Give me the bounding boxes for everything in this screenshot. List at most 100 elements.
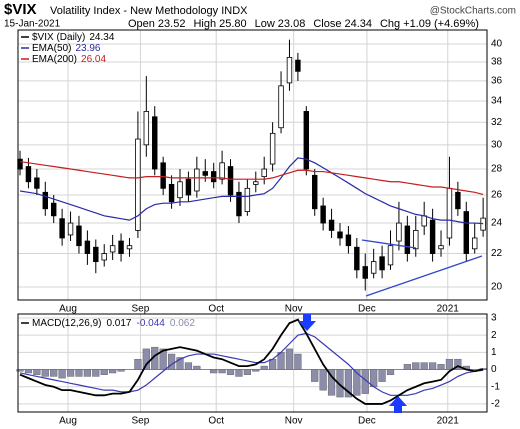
- candle-body: [126, 245, 133, 250]
- candle-body: [337, 231, 343, 239]
- histogram-bar: [285, 348, 294, 370]
- histogram-bar: [41, 369, 49, 377]
- candle-body: [202, 171, 208, 176]
- candle-body: [34, 177, 40, 189]
- histogram-bar: [445, 358, 454, 370]
- date: 15-Jan-2021: [4, 19, 61, 30]
- candle-body: [168, 183, 175, 203]
- histogram-bar: [58, 369, 66, 379]
- candle-body: [354, 246, 360, 271]
- candle-body: [219, 162, 225, 180]
- histogram-bar: [176, 357, 184, 370]
- histogram-bar: [66, 369, 75, 377]
- candle-body: [295, 59, 301, 72]
- candle-body: [101, 253, 107, 261]
- candle-body: [59, 218, 65, 239]
- quote-name: Open: [128, 18, 155, 30]
- arrow-up: [389, 396, 407, 413]
- quote-value: +1.09: [403, 18, 431, 30]
- y-tick-label: 32: [491, 117, 503, 128]
- candle-body: [396, 222, 402, 242]
- candle-body: [67, 222, 74, 236]
- arrow-down: [298, 314, 316, 331]
- candle-body: [76, 225, 82, 247]
- candle-body: [413, 230, 419, 250]
- histogram-bar: [319, 369, 327, 391]
- candle-body: [42, 191, 48, 210]
- histogram-bar: [50, 369, 58, 377]
- candle-body: [328, 219, 335, 231]
- histogram-bar: [260, 365, 268, 370]
- legend-value: 24.34: [89, 32, 114, 43]
- histogram-bar: [336, 369, 344, 398]
- change-pct: (+4.69%): [434, 18, 479, 30]
- histogram-bar: [33, 369, 41, 375]
- candle-body: [312, 174, 318, 210]
- y-tick-label: 3: [491, 313, 497, 324]
- histogram-bar: [92, 369, 100, 377]
- candle-body: [404, 225, 411, 254]
- histogram-bar: [361, 369, 369, 394]
- y-tick-label: 1: [491, 347, 497, 358]
- candle-body: [387, 245, 394, 266]
- histogram-bar: [428, 362, 437, 370]
- x-tick-label: Oct: [208, 304, 224, 315]
- legend-value: 23.96: [75, 43, 100, 54]
- histogram-bar: [243, 369, 251, 375]
- x-tick-label: Oct: [208, 416, 224, 427]
- histogram-bar: [378, 369, 386, 382]
- x-tick-label: Dec: [358, 416, 376, 427]
- quote: Open 23.52 High 25.80 Low 23.08 Close 24.34 Chg +…: [128, 18, 479, 30]
- candle-body: [429, 219, 436, 254]
- histogram-bar: [134, 358, 142, 370]
- quote-name: Chg: [380, 18, 400, 30]
- x-tick-label: Nov: [285, 416, 303, 427]
- candle-body: [160, 162, 166, 189]
- quote-name: High: [193, 18, 216, 30]
- legend-value: 0.017: [106, 318, 131, 329]
- y-tick-label: -2: [491, 399, 500, 410]
- histogram-bar: [184, 362, 193, 370]
- ema-line: [19, 157, 484, 225]
- legend-entry: MACD(12,26,9) 0.017 -0.044 0.062: [32, 318, 195, 329]
- plot-frame: [17, 29, 488, 301]
- candle-body: [152, 116, 158, 170]
- candle-body: [379, 256, 385, 271]
- quote-value: 25.80: [219, 18, 247, 30]
- histogram-bar: [24, 369, 33, 374]
- legend-entry: $VIX (Daily) 24.34: [32, 32, 115, 43]
- trend-line: [365, 255, 483, 297]
- candle-body: [210, 171, 217, 183]
- legend-name: EMA(200): [32, 54, 77, 65]
- histogram-bar: [193, 365, 201, 370]
- histogram-bar: [16, 369, 24, 372]
- histogram-bar: [218, 369, 226, 374]
- legend-value: 0.062: [170, 318, 195, 329]
- legend-value: -0.044: [137, 318, 166, 329]
- x-tick-label: 2021: [437, 416, 460, 427]
- candle-body: [143, 111, 150, 146]
- y-tick-label: 40: [491, 39, 503, 50]
- x-tick-label: Sep: [132, 304, 150, 315]
- chart-title: $VIX: [4, 1, 37, 18]
- candle-body: [109, 245, 116, 253]
- x-tick-label: Sep: [132, 416, 150, 427]
- trend-line: [361, 239, 417, 249]
- candle-body: [278, 85, 284, 129]
- candle-body: [438, 245, 444, 250]
- histogram-bar: [235, 369, 243, 377]
- candle-body: [471, 237, 478, 250]
- quote-name: Low: [255, 18, 275, 30]
- histogram-bar: [386, 369, 395, 375]
- histogram-bar: [159, 348, 167, 370]
- x-tick-label: Dec: [358, 304, 376, 315]
- histogram-bar: [252, 369, 260, 372]
- candle-body: [135, 138, 141, 231]
- y-tick-label: 26: [491, 190, 503, 201]
- legend-entry: EMA(200) 26.04: [32, 54, 106, 65]
- candle-body: [261, 168, 267, 178]
- histogram-bar: [75, 369, 83, 377]
